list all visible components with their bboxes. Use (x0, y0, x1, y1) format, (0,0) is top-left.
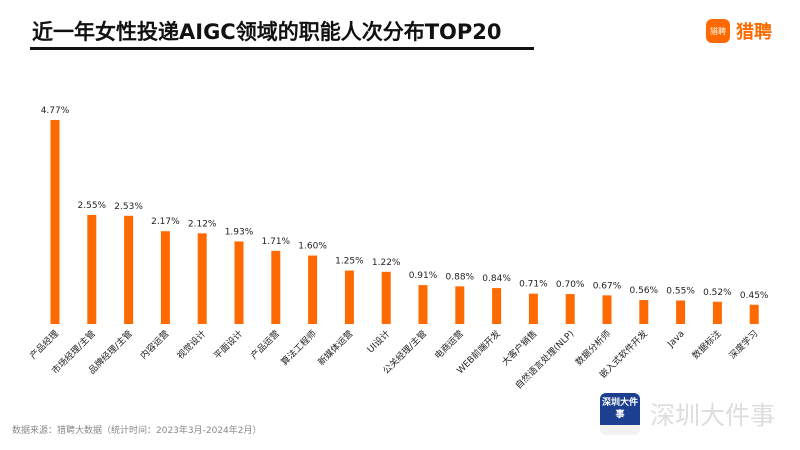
bar-18 (712, 301, 722, 324)
watermark-logo-icon: 深圳大件事 (600, 393, 640, 435)
bar-12 (492, 288, 502, 324)
bar-13 (528, 293, 538, 324)
category-label: 深度学习 (726, 328, 760, 362)
category-label: 数据分析师 (573, 328, 613, 368)
bar-2 (124, 215, 134, 324)
page-title: 近一年女性投递AIGC领域的职能人次分布TOP20 (32, 20, 502, 44)
bar-6 (271, 250, 281, 324)
data-label: 0.52% (703, 288, 732, 298)
data-label: 0.45% (740, 291, 769, 301)
bar-19 (749, 304, 759, 324)
category-label: 内容运营 (138, 328, 172, 362)
data-label: 2.53% (114, 202, 143, 212)
category-label: 新媒体运营 (315, 328, 355, 368)
category-label: 大客户销售 (499, 328, 539, 368)
brand-name: 猎聘 (736, 22, 772, 43)
category-label: 产品经理 (27, 328, 61, 362)
category-label: 算法工程师 (278, 328, 318, 368)
bar-1 (87, 214, 97, 324)
bar-10 (418, 285, 428, 324)
bar-4 (197, 233, 207, 324)
data-label: 0.88% (446, 272, 475, 282)
category-label: 平面设计 (211, 328, 245, 362)
category-label: 视觉设计 (174, 328, 208, 362)
data-label: 1.93% (225, 227, 254, 237)
data-label: 0.91% (409, 271, 438, 281)
category-label: 自然语言处理(NLP) (513, 328, 577, 392)
bar-8 (344, 270, 354, 324)
bar-17 (676, 300, 686, 324)
bar-16 (639, 300, 649, 324)
data-label: 0.71% (519, 280, 548, 290)
bar-5 (234, 241, 244, 324)
bar-3 (160, 231, 170, 324)
data-label: 1.60% (298, 242, 327, 252)
bar-7 (308, 255, 318, 324)
watermark-text: 深圳大件事 (650, 401, 776, 430)
data-label: 0.67% (593, 281, 622, 291)
data-label: 4.77% (41, 106, 70, 116)
bar-0 (50, 120, 60, 324)
data-label: 0.56% (630, 286, 659, 296)
category-label: 数据标注 (690, 328, 724, 362)
data-source-note: 数据来源：猎聘大数据（统计时间：2023年3月-2024年2月） (12, 426, 262, 436)
bar-14 (565, 294, 575, 324)
brand-logo-icon: 猎聘 (706, 19, 730, 43)
bar-9 (381, 271, 391, 324)
data-label: 0.55% (666, 286, 695, 296)
bar-11 (455, 286, 465, 324)
brand-logo: 猎聘 猎聘 (706, 18, 772, 44)
data-label: 2.55% (78, 201, 107, 211)
data-label: 2.12% (188, 219, 217, 229)
data-label: 2.17% (151, 217, 180, 227)
watermark: 深圳大件事 深圳大件事 (600, 393, 775, 435)
data-label: 1.25% (335, 257, 364, 267)
data-label: 1.71% (262, 237, 291, 247)
title-underline (30, 47, 534, 50)
category-label: 电商运营 (432, 328, 466, 362)
bar-15 (602, 295, 612, 324)
category-label: UI设计 (365, 328, 393, 356)
category-label: 产品运营 (248, 328, 282, 362)
category-label: Java (665, 329, 686, 350)
data-label: 1.22% (372, 258, 401, 268)
data-label: 0.70% (556, 280, 585, 290)
data-label: 0.84% (482, 274, 511, 284)
